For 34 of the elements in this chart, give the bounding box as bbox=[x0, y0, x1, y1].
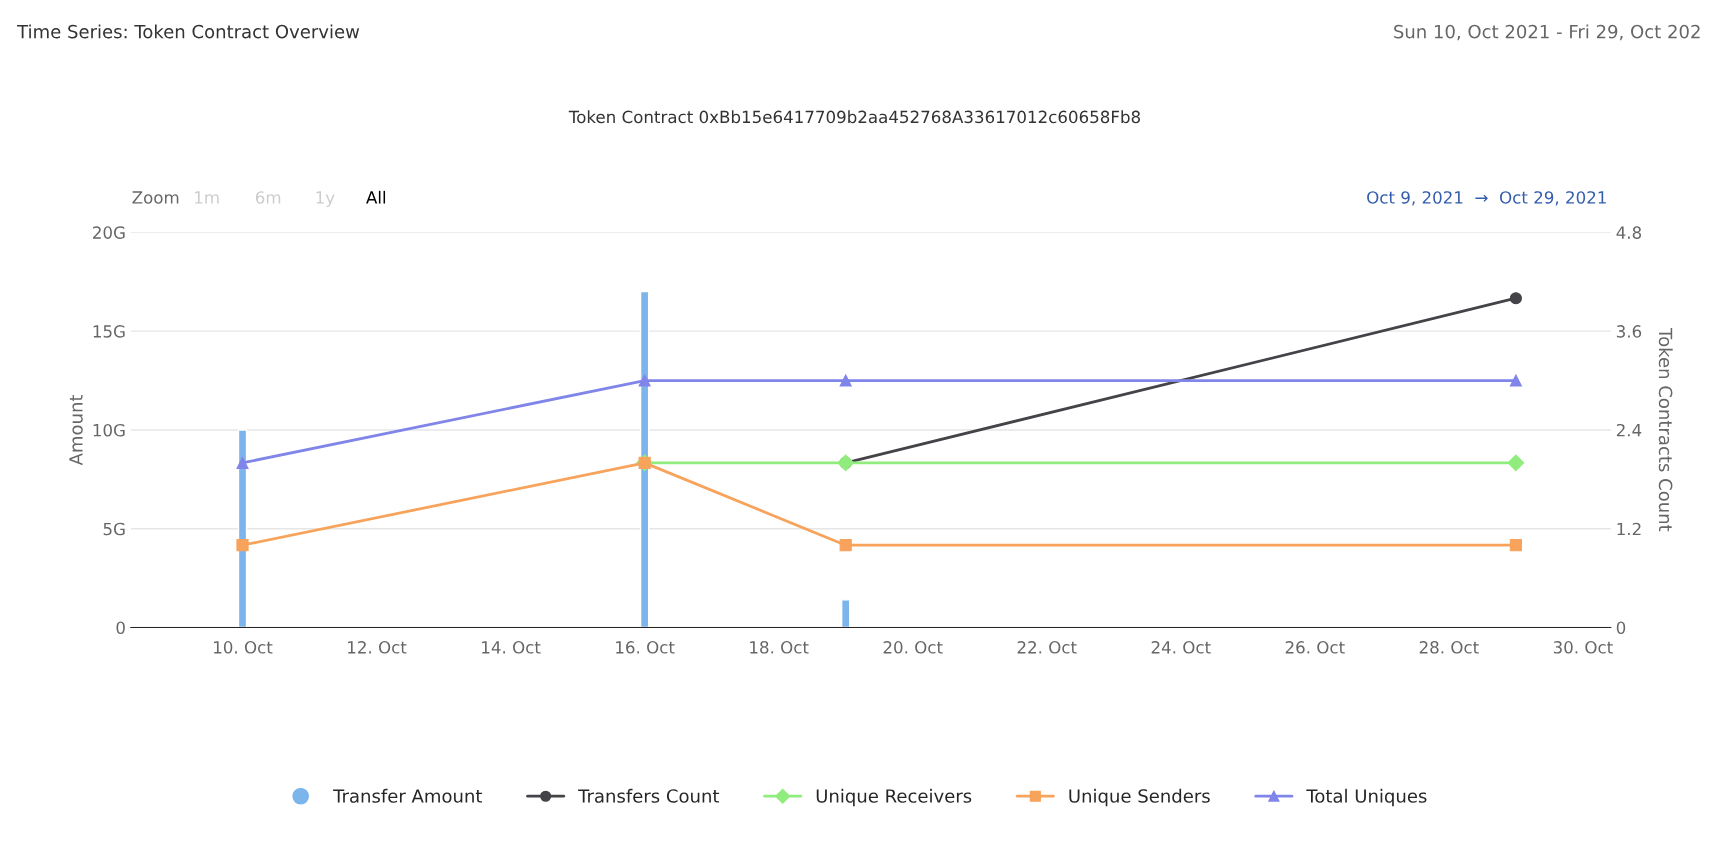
x-tick-label: 12. Oct bbox=[348, 641, 407, 654]
y-tick-label: 15G bbox=[93, 325, 125, 338]
y-tick-label: 10G bbox=[93, 423, 125, 437]
y2-tick-label: 2.4 bbox=[1616, 423, 1642, 437]
text: Time Series: Token Contract Overview bbox=[17, 24, 360, 39]
x-tick-label: 26. Oct bbox=[1285, 641, 1345, 654]
x-tick-label: 28. Oct bbox=[1419, 641, 1479, 654]
x-tick-label: 18. Oct bbox=[750, 641, 809, 654]
y-tick-label: 0 bbox=[116, 621, 125, 635]
y-tick-label: 5G bbox=[103, 522, 125, 536]
x-tick-label: 22. Oct bbox=[1017, 641, 1077, 654]
chart-title: Token Contract 0xBb15e6417709b2aa452768A33617012c60658Fb8 bbox=[568, 110, 1140, 124]
y2-tick-label: 4.8 bbox=[1616, 226, 1642, 239]
x-tick-label: 16. Oct bbox=[616, 641, 675, 654]
y2-tick-label: 1.2 bbox=[1617, 522, 1641, 536]
legend-label: Unique Receivers bbox=[816, 788, 972, 807]
x-tick-label: 30. Oct bbox=[1553, 641, 1613, 654]
x-tick-label: 14. Oct bbox=[482, 641, 541, 654]
text: All bbox=[366, 190, 386, 204]
legend-label: Transfer Amount bbox=[333, 788, 483, 803]
x-tick-label: 24. Oct bbox=[1151, 641, 1211, 654]
y2-tick-label: 0 bbox=[1616, 621, 1626, 635]
legend-label: Transfers Count bbox=[578, 788, 720, 803]
text: Zoom bbox=[132, 191, 179, 204]
legend-label: Total Uniques bbox=[1306, 788, 1427, 807]
x-tick-label: 20. Oct bbox=[883, 641, 943, 654]
y-tick-label: 20G bbox=[93, 226, 125, 239]
legend-label: Unique Senders bbox=[1069, 788, 1210, 807]
x-tick-label: 10. Oct bbox=[214, 641, 273, 654]
y-axis-title: Amount bbox=[69, 394, 83, 466]
text: Oct 9, 2021 → Oct 29, 2021 bbox=[1367, 191, 1606, 206]
y2-axis-title: Token Contracts Count bbox=[1658, 328, 1673, 532]
y2-tick-label: 3.6 bbox=[1616, 325, 1642, 338]
text: Sun 10, Oct 2021 - Fri 29, Oct 202 bbox=[1394, 24, 1700, 41]
